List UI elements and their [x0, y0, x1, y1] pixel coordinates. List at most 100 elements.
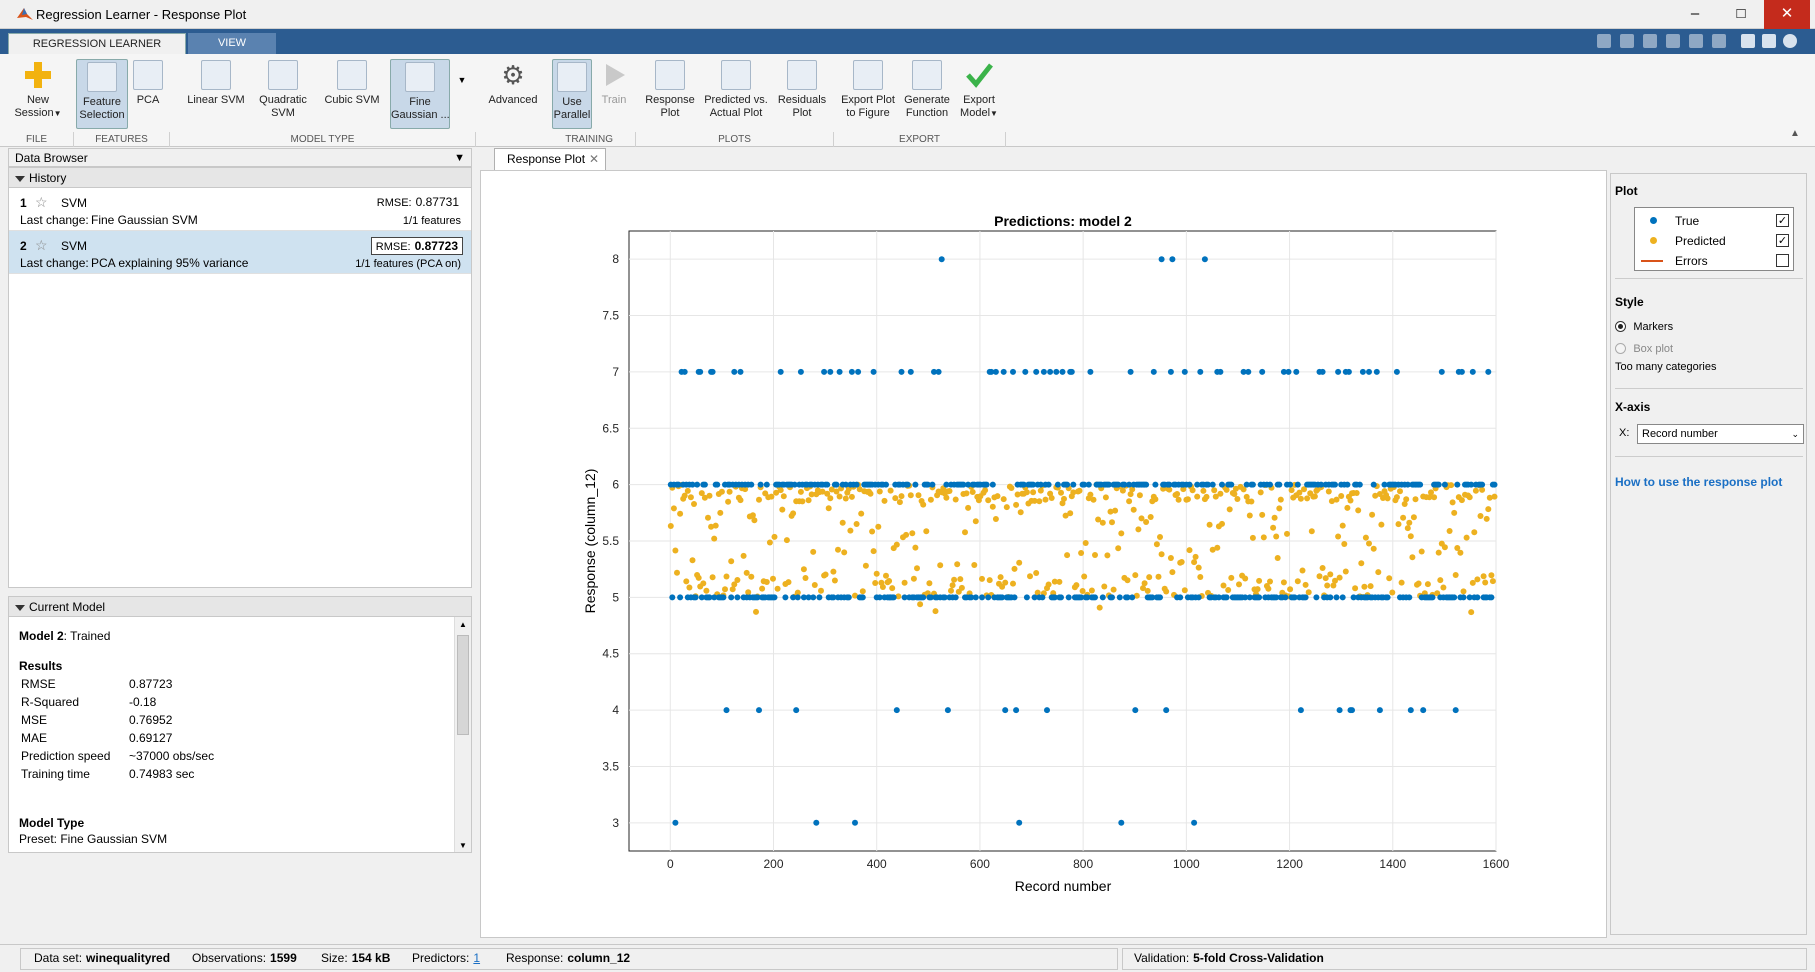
- fine-gaussian-svm-button[interactable]: Fine Gaussian ...: [390, 59, 450, 129]
- panel-menu-icon[interactable]: ▼: [454, 152, 465, 164]
- model-status: Model 2: Trained: [19, 629, 111, 643]
- scroll-thumb[interactable]: [457, 635, 469, 735]
- scroll-down-icon[interactable]: ▼: [459, 841, 467, 850]
- model-gallery-expand-icon[interactable]: ▼: [457, 75, 467, 85]
- radio-selected-icon: [1615, 321, 1626, 332]
- linear-svm-button[interactable]: Linear SVM: [184, 60, 248, 107]
- predicted-point: [1197, 574, 1204, 580]
- predicted-point: [749, 512, 756, 519]
- quadratic-svm-button[interactable]: Quadratic SVM: [252, 60, 314, 120]
- true-point: [1441, 481, 1448, 488]
- errors-line-icon: [1641, 260, 1663, 262]
- panel-splitter[interactable]: [8, 588, 472, 596]
- y-tick-label: 3: [612, 816, 619, 830]
- true-point: [1044, 707, 1050, 714]
- collapse-toolstrip-icon[interactable]: ▲: [1790, 128, 1800, 139]
- close-tab-icon[interactable]: ✕: [588, 152, 599, 166]
- paste-icon[interactable]: [1666, 34, 1680, 48]
- predicted-point: [785, 579, 792, 586]
- history-item-features: 1/1 features (PCA on): [355, 258, 461, 270]
- cut-icon[interactable]: [1620, 34, 1634, 48]
- history-header[interactable]: History: [8, 167, 472, 188]
- star-icon[interactable]: ☆: [35, 194, 48, 210]
- history-item[interactable]: 1 ☆ SVM RMSE: 0.87731 Last change: Fine G…: [9, 188, 471, 231]
- predicted-point: [952, 496, 959, 503]
- errors-checkbox[interactable]: [1776, 254, 1789, 267]
- true-point: [672, 819, 679, 826]
- predicted-point: [1184, 496, 1191, 503]
- predicted-point: [1441, 544, 1448, 551]
- save-icon[interactable]: [1597, 34, 1611, 48]
- predicted-point: [1308, 528, 1315, 535]
- true-point: [701, 481, 708, 488]
- export-plot-button[interactable]: Export Plot to Figure: [840, 60, 896, 120]
- chart-title: Predictions: model 2: [994, 213, 1132, 229]
- predicted-point: [1166, 486, 1173, 493]
- settings-icon[interactable]: [1762, 34, 1776, 48]
- true-point: [1030, 481, 1037, 488]
- predicted-point: [1355, 507, 1362, 514]
- help-link[interactable]: How to use the response plot: [1615, 475, 1783, 489]
- true-point: [810, 594, 817, 601]
- predicted-vs-actual-button[interactable]: Predicted vs. Actual Plot: [702, 60, 770, 120]
- minimize-button[interactable]: –: [1690, 5, 1700, 22]
- legend-true[interactable]: True ✓: [1635, 212, 1795, 230]
- predicted-point: [1431, 494, 1438, 501]
- predicted-point: [1058, 489, 1064, 496]
- true-point: [669, 594, 676, 601]
- true-point: [883, 481, 889, 488]
- advanced-button[interactable]: ⚙ Advanced: [488, 60, 538, 106]
- true-checkbox[interactable]: ✓: [1776, 214, 1789, 227]
- history-item-selected[interactable]: 2 ☆ SVM RMSE: 0.87723 Last change: PCA ex…: [9, 231, 471, 274]
- predicted-point: [1437, 577, 1444, 584]
- plot-options-panel: Plot True ✓ Predicted ✓ Errors Style Mar…: [1610, 173, 1807, 935]
- close-window-button[interactable]: ✕: [1764, 0, 1810, 29]
- residuals-plot-button[interactable]: Residuals Plot: [776, 60, 828, 120]
- redo-icon[interactable]: [1712, 34, 1726, 48]
- predicted-point: [1147, 514, 1154, 520]
- maximize-button[interactable]: □: [1736, 5, 1746, 22]
- model-preset: Preset: Fine Gaussian SVM: [19, 832, 168, 846]
- legend-predicted[interactable]: Predicted ✓: [1635, 232, 1795, 250]
- predicted-point: [1353, 490, 1360, 496]
- tab-response-plot[interactable]: Response Plot ✕: [494, 148, 606, 170]
- layout-icon[interactable]: [1741, 34, 1755, 48]
- predicted-point: [1167, 555, 1174, 561]
- use-parallel-button[interactable]: Use Parallel: [552, 59, 592, 129]
- predictors-link[interactable]: 1: [473, 951, 481, 965]
- true-point: [1491, 481, 1498, 488]
- star-icon[interactable]: ☆: [35, 237, 48, 253]
- current-model-header[interactable]: Current Model: [8, 596, 472, 617]
- cubic-svm-button[interactable]: Cubic SVM: [320, 60, 384, 107]
- predicted-point: [1070, 489, 1077, 496]
- scroll-up-icon[interactable]: ▲: [459, 620, 467, 629]
- vertical-scrollbar[interactable]: ▲ ▼: [454, 617, 471, 852]
- true-point: [1417, 481, 1424, 488]
- x-axis-select[interactable]: Record number ⌄: [1637, 424, 1804, 444]
- tab-regression-learner[interactable]: REGRESSION LEARNER: [8, 33, 186, 54]
- tab-view[interactable]: VIEW: [188, 33, 276, 54]
- pca-button[interactable]: PCA: [132, 60, 164, 107]
- predicted-point: [1482, 579, 1489, 586]
- predicted-point: [1092, 552, 1098, 558]
- legend-errors[interactable]: Errors: [1635, 252, 1795, 270]
- predicted-point: [1135, 526, 1142, 533]
- export-model-button[interactable]: Export Model▼: [958, 60, 1000, 120]
- copy-icon[interactable]: [1643, 34, 1657, 48]
- new-session-button[interactable]: New Session▼: [10, 60, 66, 120]
- help-icon[interactable]: [1783, 34, 1797, 48]
- predicted-checkbox[interactable]: ✓: [1776, 234, 1789, 247]
- markers-radio[interactable]: Markers: [1615, 319, 1673, 333]
- predicted-point: [958, 584, 965, 591]
- predicted-point: [1335, 533, 1342, 540]
- response-plot-button[interactable]: Response Plot: [642, 60, 698, 120]
- fine-gaussian-icon: [405, 62, 435, 92]
- feature-selection-button[interactable]: Feature Selection: [76, 59, 128, 129]
- response-scatter-chart[interactable]: Predictions: model 2 0 200 400 600 800 1000 12…: [481, 171, 1606, 937]
- generate-function-button[interactable]: Generate Function: [900, 60, 954, 120]
- predicted-point: [1048, 495, 1055, 501]
- true-point: [1249, 481, 1256, 488]
- train-button[interactable]: Train: [598, 60, 630, 107]
- box-plot-radio[interactable]: Box plot: [1615, 341, 1673, 355]
- undo-icon[interactable]: [1689, 34, 1703, 48]
